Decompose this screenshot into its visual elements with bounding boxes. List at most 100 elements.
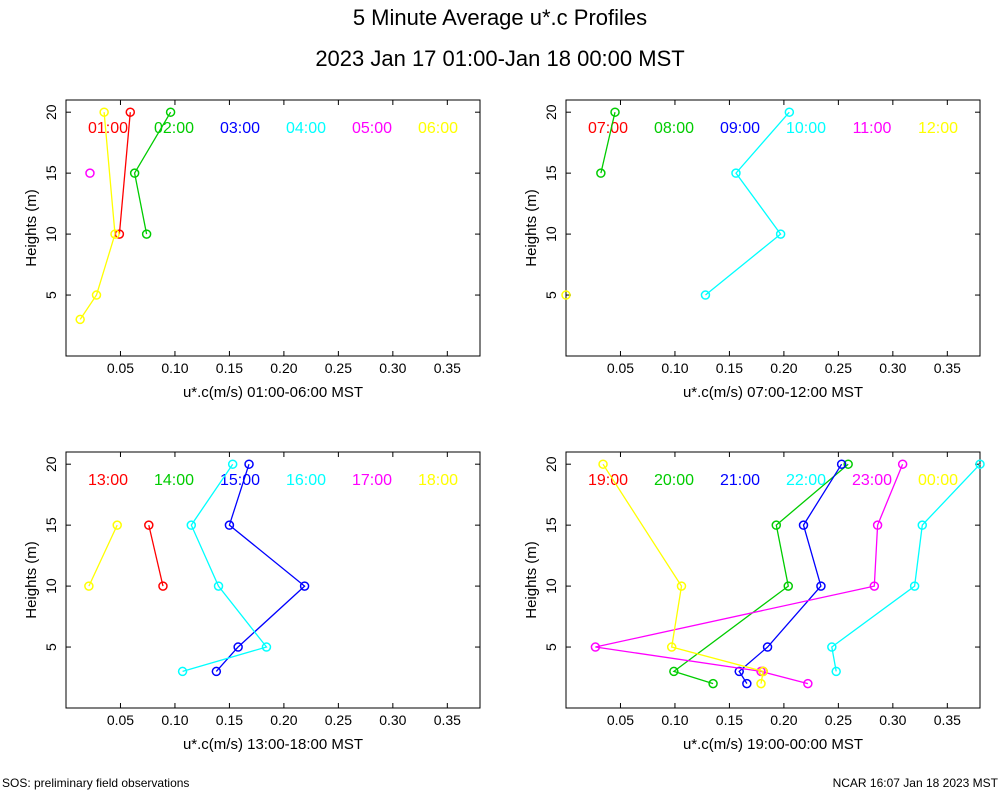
series-20:00: 20:00 bbox=[654, 459, 853, 689]
series-line bbox=[602, 463, 764, 684]
y-tick-label: 20 bbox=[543, 104, 559, 120]
legend-label: 13:00 bbox=[88, 472, 128, 489]
series-line bbox=[738, 463, 843, 684]
legend-label: 23:00 bbox=[852, 472, 892, 489]
legend-label: 10:00 bbox=[786, 120, 826, 137]
data-point bbox=[700, 290, 711, 300]
legend-label: 21:00 bbox=[720, 472, 760, 489]
series-16:00: 16:00 bbox=[177, 459, 326, 677]
series-line bbox=[672, 463, 849, 685]
data-point bbox=[186, 520, 197, 530]
data-point bbox=[827, 642, 837, 652]
series-line bbox=[148, 524, 164, 587]
data-point bbox=[775, 229, 786, 239]
legend-label: 22:00 bbox=[786, 472, 826, 489]
series-18:00: 18:00 bbox=[84, 472, 458, 591]
data-point bbox=[84, 581, 94, 591]
data-point bbox=[669, 666, 679, 677]
data-point bbox=[676, 581, 687, 591]
legend-label: 05:00 bbox=[352, 120, 392, 137]
y-tick-label: 10 bbox=[43, 578, 59, 594]
data-point bbox=[783, 581, 794, 591]
legend-label: 20:00 bbox=[654, 472, 694, 489]
y-tick-label: 15 bbox=[43, 517, 59, 533]
series-14:00: 14:00 bbox=[154, 472, 194, 489]
legend-label: 08:00 bbox=[654, 120, 694, 137]
data-point bbox=[917, 520, 928, 530]
panel-1: 0.05 0.10 0.15 0.20 0.25 0.30 0.35 5 10 15 20 u*.c(… bbox=[23, 99, 481, 401]
data-point bbox=[299, 581, 310, 591]
series-15:00: 15:00 bbox=[211, 459, 310, 677]
data-point bbox=[85, 168, 95, 178]
y-tick-label: 20 bbox=[543, 456, 559, 472]
data-point bbox=[561, 290, 571, 300]
data-point bbox=[596, 168, 606, 178]
plot-frame bbox=[565, 451, 981, 709]
data-point bbox=[75, 314, 85, 325]
y-tick-label: 5 bbox=[43, 291, 59, 299]
data-point bbox=[227, 459, 238, 469]
data-point bbox=[771, 520, 782, 530]
legend-label: 19:00 bbox=[588, 472, 628, 489]
series-22:00: 22:00 bbox=[786, 459, 985, 677]
data-point bbox=[784, 107, 795, 117]
series-13:00: 13:00 bbox=[88, 472, 168, 591]
data-point bbox=[831, 666, 841, 677]
data-point bbox=[165, 107, 176, 117]
data-point bbox=[129, 168, 140, 178]
x-tick-label: 0.05 bbox=[107, 360, 134, 376]
y-axis-label: Heights (m) bbox=[523, 541, 540, 619]
data-point bbox=[758, 666, 768, 677]
x-tick-label: 0.05 bbox=[607, 712, 634, 728]
series-line bbox=[79, 112, 116, 320]
series-line bbox=[88, 524, 118, 587]
x-axis-label: u*.c(m/s) 19:00-00:00 MST bbox=[683, 736, 863, 753]
series-03:00: 03:00 bbox=[220, 120, 260, 137]
x-tick-label: 0.35 bbox=[934, 360, 961, 376]
x-tick-label: 0.25 bbox=[825, 712, 852, 728]
series-06:00: 06:00 bbox=[75, 107, 458, 325]
x-tick-label: 0.25 bbox=[825, 360, 852, 376]
data-point bbox=[909, 581, 920, 591]
x-tick-label: 0.15 bbox=[716, 712, 743, 728]
series-line bbox=[595, 463, 904, 685]
data-point bbox=[803, 678, 813, 689]
data-point bbox=[798, 520, 809, 530]
series-09:00: 09:00 bbox=[720, 120, 760, 137]
x-tick-label: 0.10 bbox=[161, 360, 188, 376]
x-axis-label: u*.c(m/s) 13:00-18:00 MST bbox=[183, 736, 363, 753]
y-axis-label: Heights (m) bbox=[523, 189, 540, 267]
legend-label: 00:00 bbox=[918, 472, 958, 489]
legend-label: 03:00 bbox=[220, 120, 260, 137]
series-23:00: 23:00 bbox=[590, 459, 908, 689]
data-point bbox=[590, 642, 601, 652]
x-tick-label: 0.10 bbox=[661, 712, 688, 728]
data-point bbox=[244, 459, 254, 469]
series-12:00: 12:00 bbox=[561, 120, 958, 300]
data-point bbox=[598, 459, 608, 469]
x-tick-label: 0.20 bbox=[270, 712, 297, 728]
legend-label: 12:00 bbox=[918, 120, 958, 137]
plot-frame bbox=[65, 451, 481, 709]
panel-2: 0.05 0.10 0.15 0.20 0.25 0.30 0.35 5 10 15 20 u*.c(… bbox=[523, 99, 981, 401]
legend-label: 09:00 bbox=[720, 120, 760, 137]
data-point bbox=[110, 229, 120, 239]
data-point bbox=[224, 520, 235, 530]
x-tick-label: 0.05 bbox=[107, 712, 134, 728]
legend-label: 14:00 bbox=[154, 472, 194, 489]
legend-label: 06:00 bbox=[418, 120, 458, 137]
x-tick-label: 0.05 bbox=[607, 360, 634, 376]
series-02:00: 02:00 bbox=[129, 107, 194, 239]
data-point bbox=[731, 168, 741, 178]
series-04:00: 04:00 bbox=[286, 120, 326, 137]
plot-frame bbox=[565, 99, 981, 357]
x-tick-label: 0.35 bbox=[934, 712, 961, 728]
series-line bbox=[705, 111, 790, 296]
data-point bbox=[158, 581, 168, 591]
data-point bbox=[177, 666, 188, 677]
legend-label: 18:00 bbox=[418, 472, 458, 489]
legend-label: 02:00 bbox=[154, 120, 194, 137]
y-tick-label: 5 bbox=[43, 643, 59, 651]
data-point bbox=[666, 642, 677, 652]
